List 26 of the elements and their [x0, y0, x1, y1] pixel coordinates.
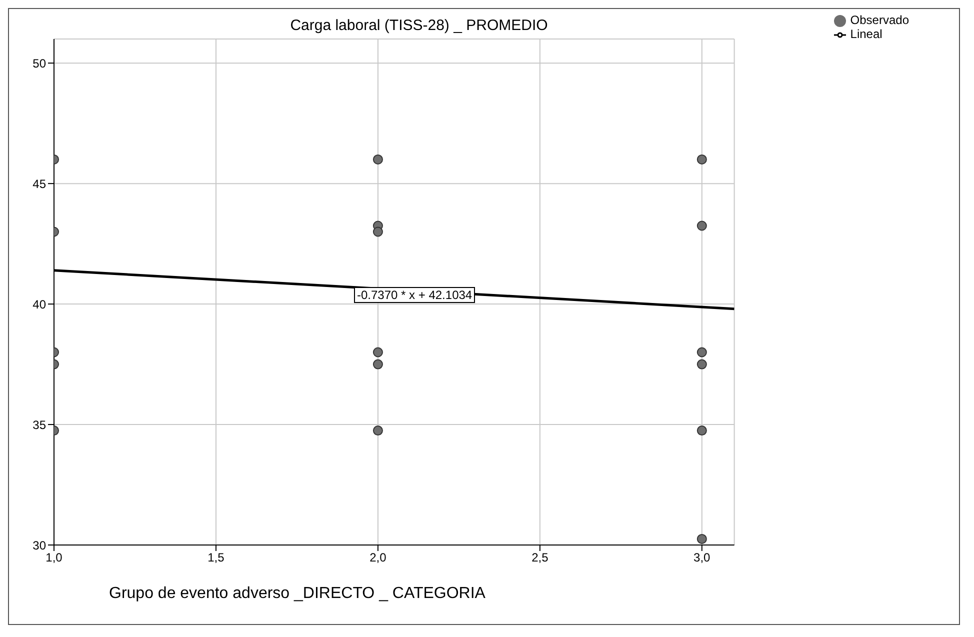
legend-label: Observado	[850, 13, 909, 27]
point	[372, 154, 383, 164]
point	[372, 359, 383, 370]
annotation: -0.7370 * x + 42.1034	[354, 287, 476, 303]
x-tick-label: 3,0	[694, 550, 711, 565]
point	[372, 226, 383, 237]
y-tick-label: 30	[32, 538, 46, 552]
y-tick-label: 35	[32, 418, 46, 432]
x-tick-label: 2,5	[532, 550, 549, 565]
x-tick-label: 1,0	[46, 550, 63, 565]
chart-title: Carga laboral (TISS-28) _ PROMEDIO	[289, 17, 549, 34]
legend-label: Lineal	[850, 27, 882, 41]
y-tick-label: 45	[32, 176, 46, 191]
point	[696, 220, 707, 231]
point	[696, 154, 707, 164]
point	[696, 534, 707, 544]
y-tick-label: 50	[32, 56, 46, 70]
x-tick-label: 2,0	[370, 550, 387, 565]
x-tick-label: 1,5	[208, 550, 225, 565]
point	[696, 359, 707, 370]
point	[372, 426, 383, 436]
point	[372, 347, 383, 358]
x-axis-title: Grupo de evento adverso _DIRECTO _ CATEGORIA	[109, 585, 486, 603]
point	[696, 426, 707, 436]
point	[696, 347, 707, 358]
y-tick-label: 40	[32, 297, 46, 312]
